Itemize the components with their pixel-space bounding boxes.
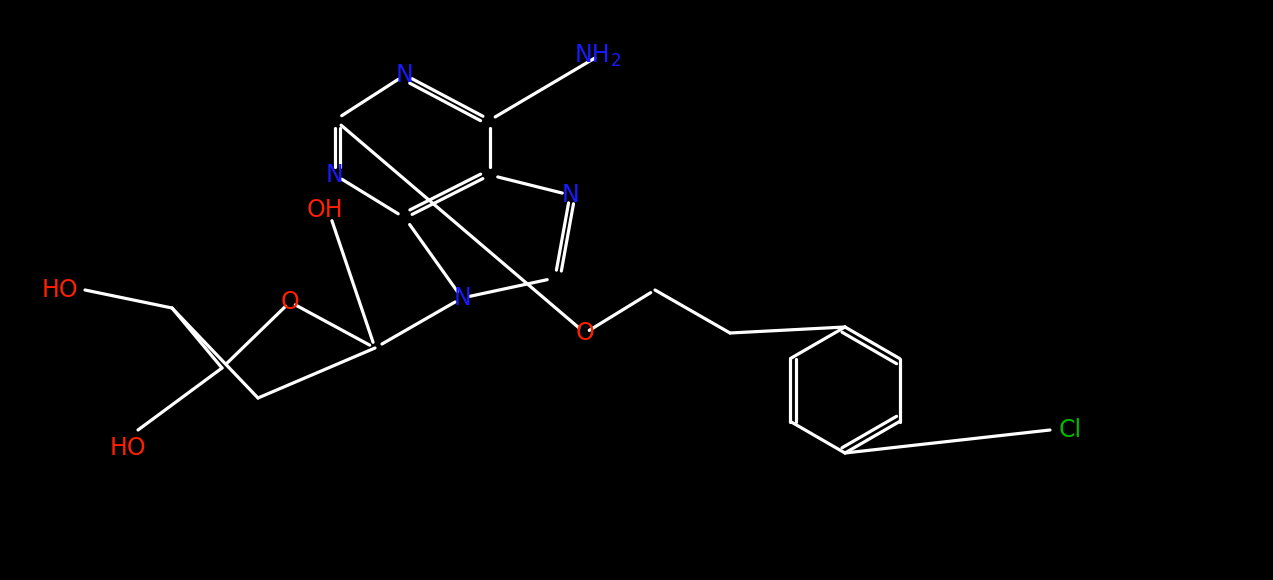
Text: N: N (396, 63, 414, 87)
Text: NH: NH (574, 43, 610, 67)
Text: O: O (575, 321, 594, 345)
Text: Cl: Cl (1058, 418, 1082, 442)
Text: HO: HO (109, 436, 146, 460)
Text: N: N (326, 163, 344, 187)
Text: O: O (280, 290, 299, 314)
Text: N: N (453, 286, 471, 310)
Text: OH: OH (307, 198, 344, 222)
Text: N: N (561, 183, 579, 207)
Text: 2: 2 (611, 52, 621, 70)
Text: HO: HO (42, 278, 79, 302)
